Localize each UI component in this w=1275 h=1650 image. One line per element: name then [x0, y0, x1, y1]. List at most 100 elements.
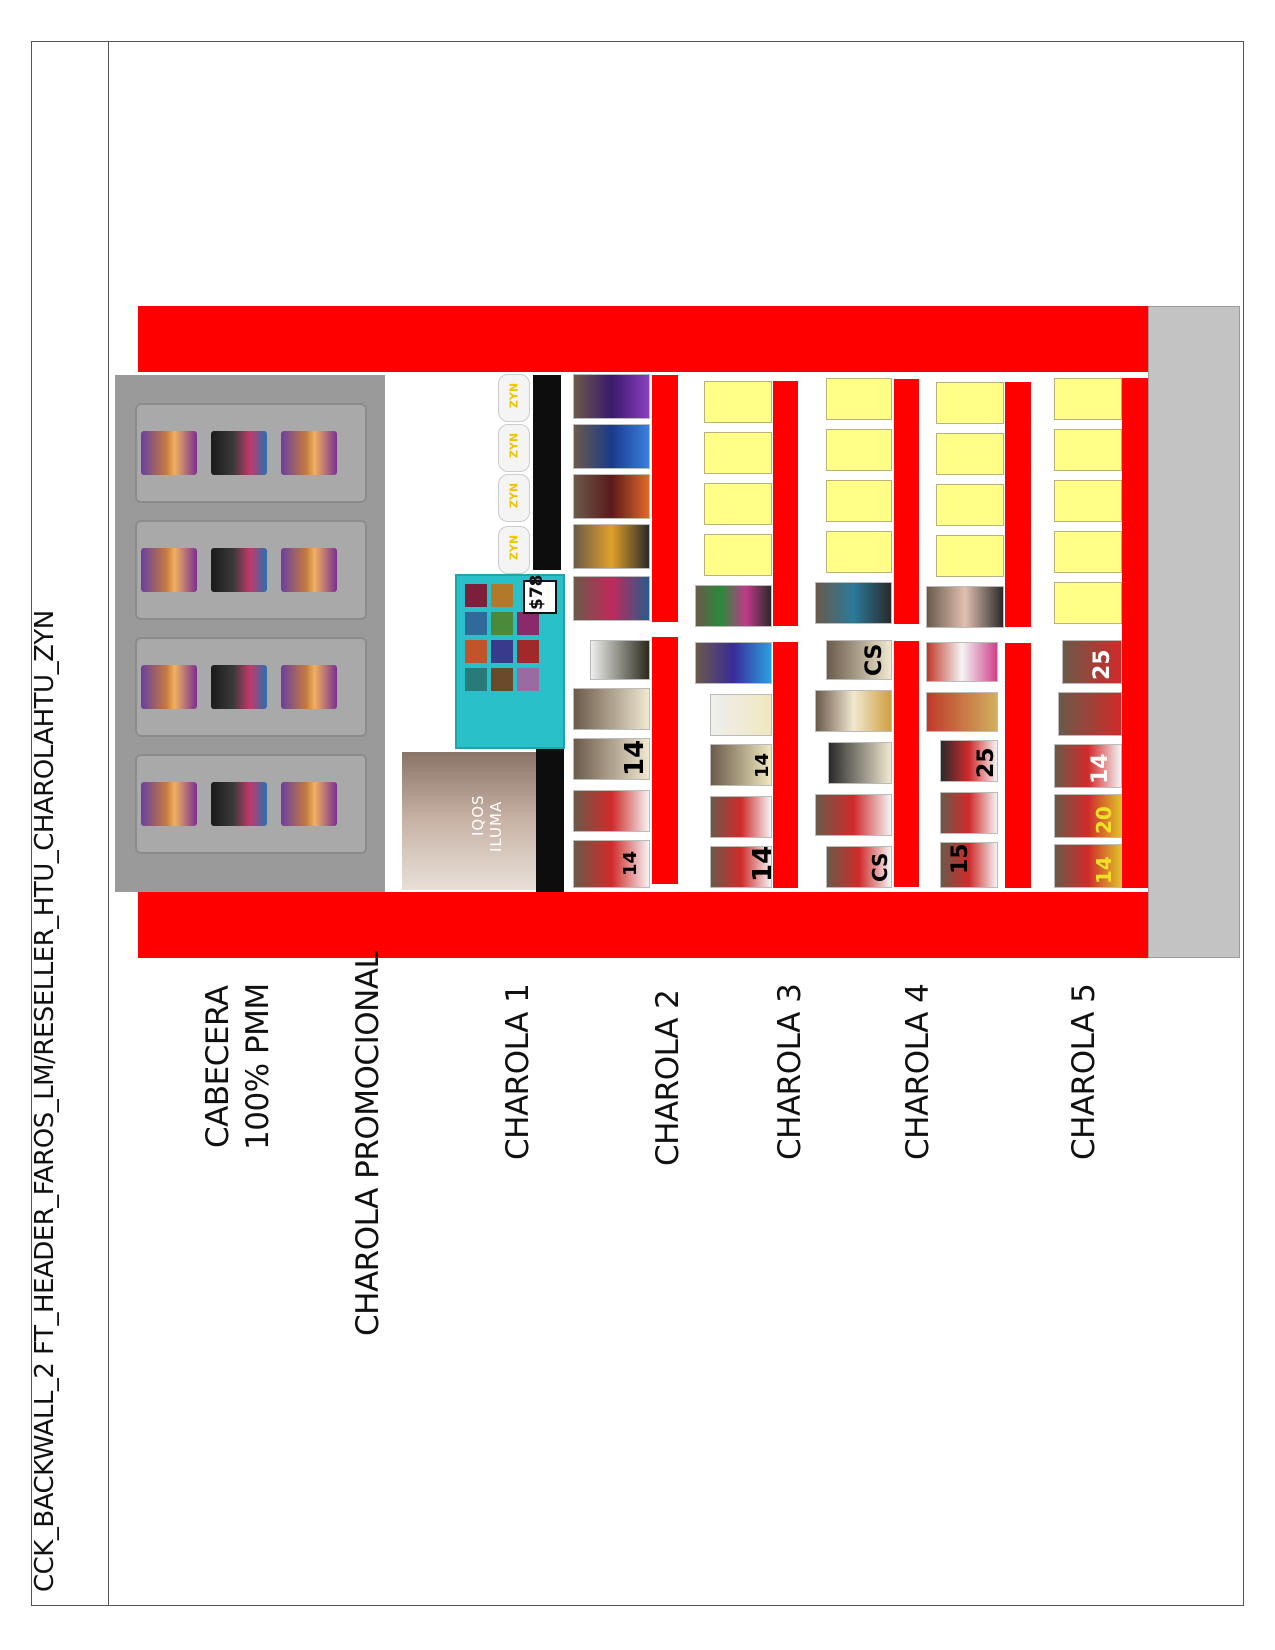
marlboro-pack [281, 431, 337, 475]
pack-count-label: 15 [948, 843, 973, 874]
product-pack [573, 424, 650, 469]
terea-pack [465, 668, 487, 691]
empty-slot [1054, 480, 1122, 522]
product-pack [815, 794, 892, 836]
empty-slot [936, 433, 1004, 475]
terea-pack [465, 640, 487, 663]
label-charola-promocional: CHAROLA PROMOCIONAL [350, 951, 386, 1336]
product-pack [815, 690, 892, 732]
charola-5-shelf-edge [1122, 378, 1148, 888]
product-pack [940, 740, 998, 782]
price-tag: $78 [523, 575, 557, 614]
product-pack [926, 692, 998, 732]
product-pack [826, 846, 892, 888]
zyn-shelf-edge [533, 375, 561, 570]
product-pack [1054, 844, 1122, 888]
product-pack [940, 842, 998, 888]
title-column [31, 41, 109, 1606]
marlboro-pack [141, 431, 197, 475]
marlboro-pack [141, 782, 197, 826]
empty-slot [936, 382, 1004, 424]
pack-count-label: 14 [1088, 753, 1113, 784]
iqos-model-label: ILUMA [487, 800, 505, 852]
product-pack [573, 576, 650, 621]
marlboro-pack [281, 548, 337, 592]
label-charola-2: CHAROLA 2 [650, 989, 686, 1166]
empty-slot [826, 480, 892, 522]
pack-count-label: 14 [620, 850, 641, 876]
empty-slot [826, 378, 892, 420]
product-pack [710, 744, 772, 786]
product-pack [573, 790, 650, 832]
product-pack [710, 694, 772, 736]
charola-2-shelf-edge-a [773, 381, 798, 626]
empty-slot [936, 484, 1004, 526]
label-charola-5: CHAROLA 5 [1066, 983, 1102, 1160]
empty-slot [704, 381, 772, 423]
marlboro-pack [211, 431, 267, 475]
cabecera-display-4 [135, 754, 367, 854]
empty-slot [826, 531, 892, 573]
terea-pack [491, 584, 513, 607]
product-pack [573, 474, 650, 519]
charola-1-shelf-edge-a [652, 375, 678, 622]
label-cabecera: CABECERA [200, 985, 236, 1148]
product-pack [828, 742, 892, 784]
marlboro-pack [211, 665, 267, 709]
terea-pack [465, 584, 487, 607]
product-pack [1054, 744, 1122, 788]
product-pack [926, 642, 998, 682]
pack-code-label: CS [868, 852, 892, 882]
fixture-top-rail [138, 306, 1148, 372]
pack-count-label: 14 [752, 752, 773, 778]
fixture-base [1148, 306, 1240, 958]
charola-3-shelf-edge-b [894, 641, 919, 887]
zyn-pouch-2: ZYN [498, 424, 530, 472]
page-frame [31, 41, 1244, 1606]
empty-slot [1054, 378, 1122, 420]
empty-slot [1054, 429, 1122, 471]
terea-pack [491, 640, 513, 663]
terea-pack [517, 612, 539, 635]
cabecera-display-3 [135, 637, 367, 737]
product-pack [573, 524, 650, 569]
pack-count-label: 14 [620, 739, 650, 776]
product-pack [1058, 692, 1122, 736]
product-pack [826, 640, 892, 680]
label-charola-4: CHAROLA 4 [900, 983, 936, 1160]
product-pack [573, 374, 650, 419]
terea-pack [491, 668, 513, 691]
zyn-pouch-4: ZYN [498, 526, 530, 574]
product-pack [573, 840, 650, 888]
zyn-pouch-1: ZYN [498, 374, 530, 422]
marlboro-pack [211, 782, 267, 826]
cabecera-panel [115, 375, 385, 892]
charola-3-shelf-edge-a [894, 379, 919, 624]
document-title: CCK_BACKWALL_2 FT_HEADER_FAROS_LM/RESELL… [30, 610, 60, 1592]
pack-count-label: 14 [1092, 856, 1116, 884]
label-charola-1: CHAROLA 1 [500, 983, 536, 1160]
cabecera-display-2 [135, 520, 367, 620]
product-pack [1062, 640, 1122, 684]
empty-slot [826, 429, 892, 471]
product-pack [710, 846, 772, 888]
product-pack [815, 582, 892, 624]
empty-slot [1054, 531, 1122, 573]
product-pack [590, 640, 650, 680]
iqos-iluma-box: IQOS ILUMA [402, 752, 536, 890]
pack-count-label: 25 [974, 747, 999, 778]
iqos-terea-display: $78 [455, 574, 565, 749]
empty-slot [704, 432, 772, 474]
product-pack [940, 792, 998, 834]
pack-count-label: 25 [1090, 649, 1115, 680]
terea-pack [465, 612, 487, 635]
marlboro-pack [211, 548, 267, 592]
marlboro-pack [141, 665, 197, 709]
empty-slot [936, 535, 1004, 577]
zyn-pouch-3: ZYN [498, 474, 530, 522]
marlboro-pack [141, 548, 197, 592]
fixture-bottom-rail [138, 892, 1148, 958]
cabecera-display-1 [135, 403, 367, 503]
marlboro-pack [281, 782, 337, 826]
empty-slot [1054, 582, 1122, 624]
